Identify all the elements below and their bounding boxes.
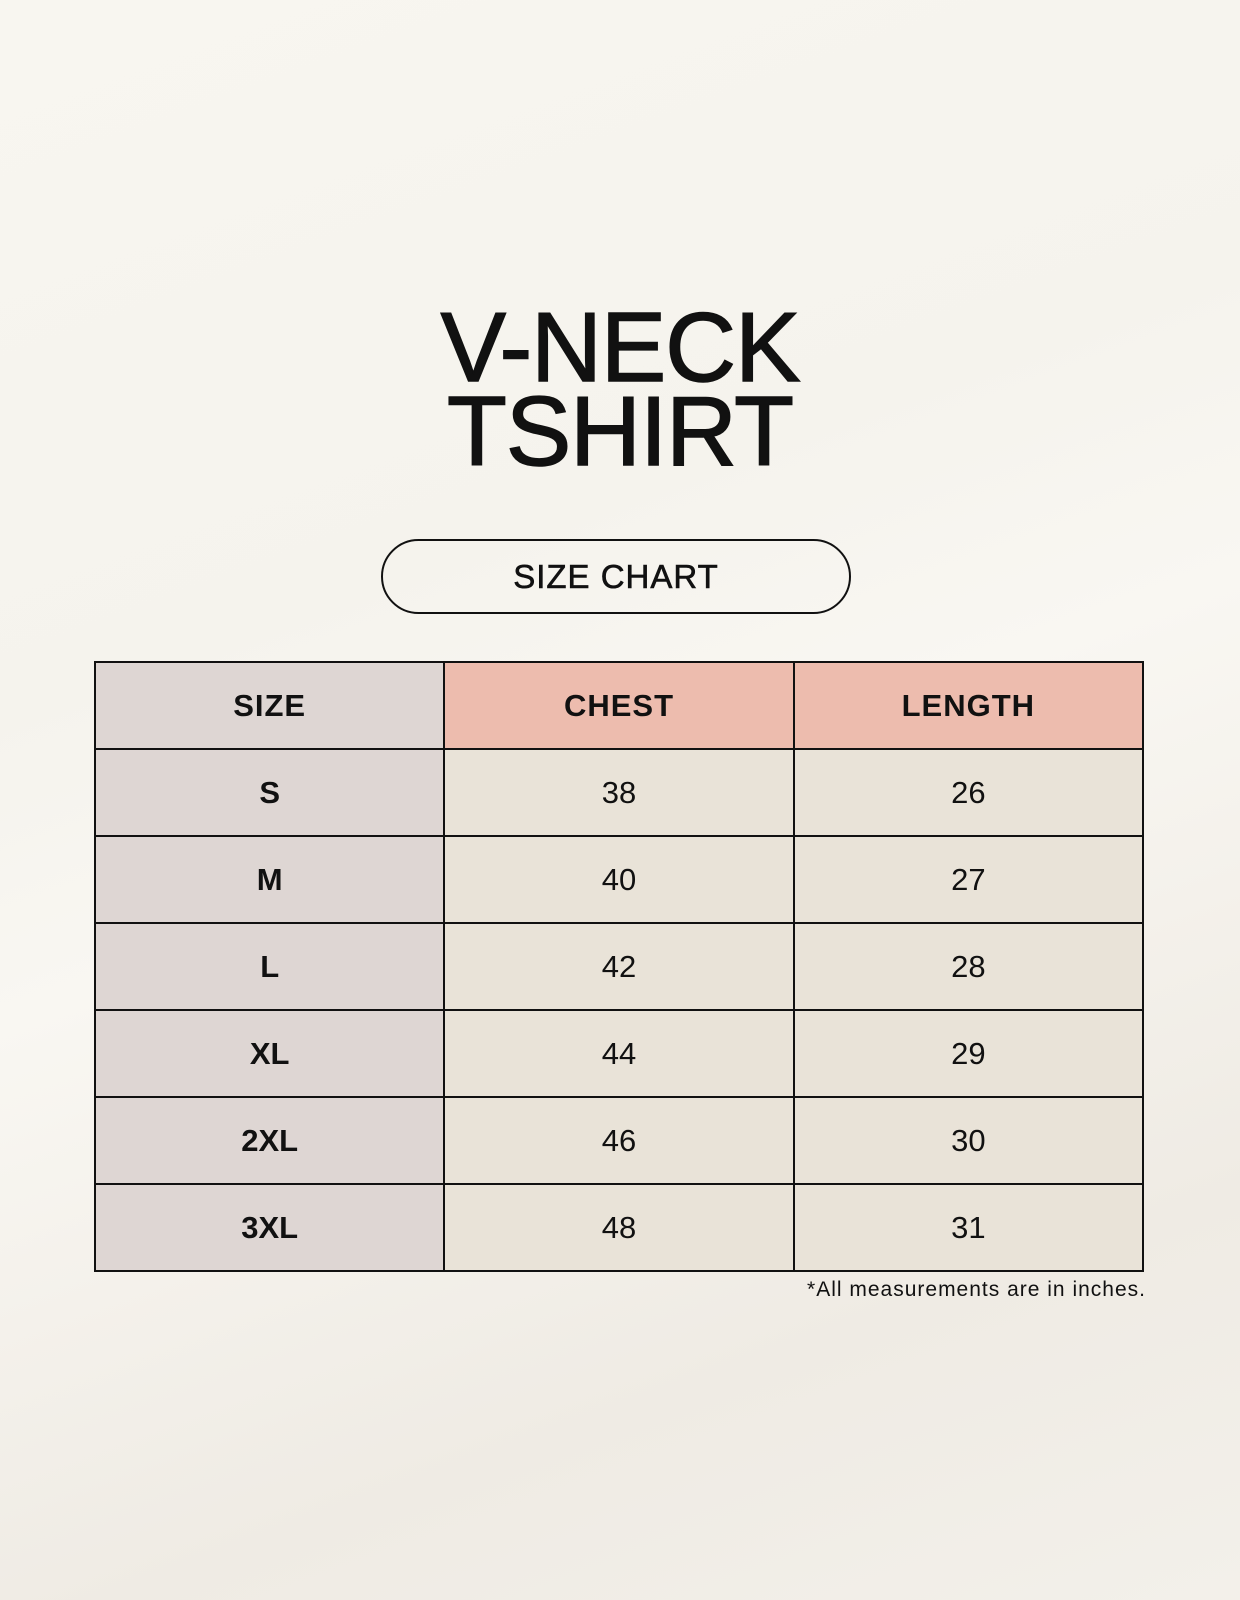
chest-cell: 40 (443, 835, 795, 924)
header-size: SIZE (93, 661, 446, 750)
page-title: V-NECK TSHIRT (0, 292, 1240, 486)
table-row: M 40 27 (93, 835, 1145, 924)
length-cell: 31 (792, 1183, 1145, 1272)
table-row: S 38 26 (93, 748, 1145, 837)
table-row: XL 44 29 (93, 1009, 1145, 1098)
size-cell: L (93, 922, 446, 1011)
measurement-note: *All measurements are in inches. (807, 1278, 1146, 1301)
size-chart-badge: SIZE CHART (381, 539, 851, 614)
length-cell: 30 (792, 1096, 1145, 1185)
size-cell: M (93, 835, 446, 924)
title-line-2: TSHIRT (446, 376, 795, 486)
header-chest: CHEST (443, 661, 795, 750)
size-cell: 2XL (93, 1096, 446, 1185)
table-header-row: SIZE CHEST LENGTH (93, 661, 1145, 750)
table-row: 2XL 46 30 (93, 1096, 1145, 1185)
size-cell: XL (93, 1009, 446, 1098)
chest-cell: 48 (443, 1183, 795, 1272)
size-table: SIZE CHEST LENGTH S 38 26 M 40 27 L 42 28 XL 44 29 2… (93, 661, 1145, 1272)
chest-cell: 42 (443, 922, 795, 1011)
header-length: LENGTH (792, 661, 1145, 750)
length-cell: 26 (792, 748, 1145, 837)
length-cell: 28 (792, 922, 1145, 1011)
chest-cell: 44 (443, 1009, 795, 1098)
size-cell: S (93, 748, 446, 837)
title-line-1: V-NECK (440, 292, 801, 402)
length-cell: 29 (792, 1009, 1145, 1098)
size-cell: 3XL (93, 1183, 446, 1272)
table-row: 3XL 48 31 (93, 1183, 1145, 1272)
chest-cell: 46 (443, 1096, 795, 1185)
length-cell: 27 (792, 835, 1145, 924)
table-row: L 42 28 (93, 922, 1145, 1011)
chest-cell: 38 (443, 748, 795, 837)
